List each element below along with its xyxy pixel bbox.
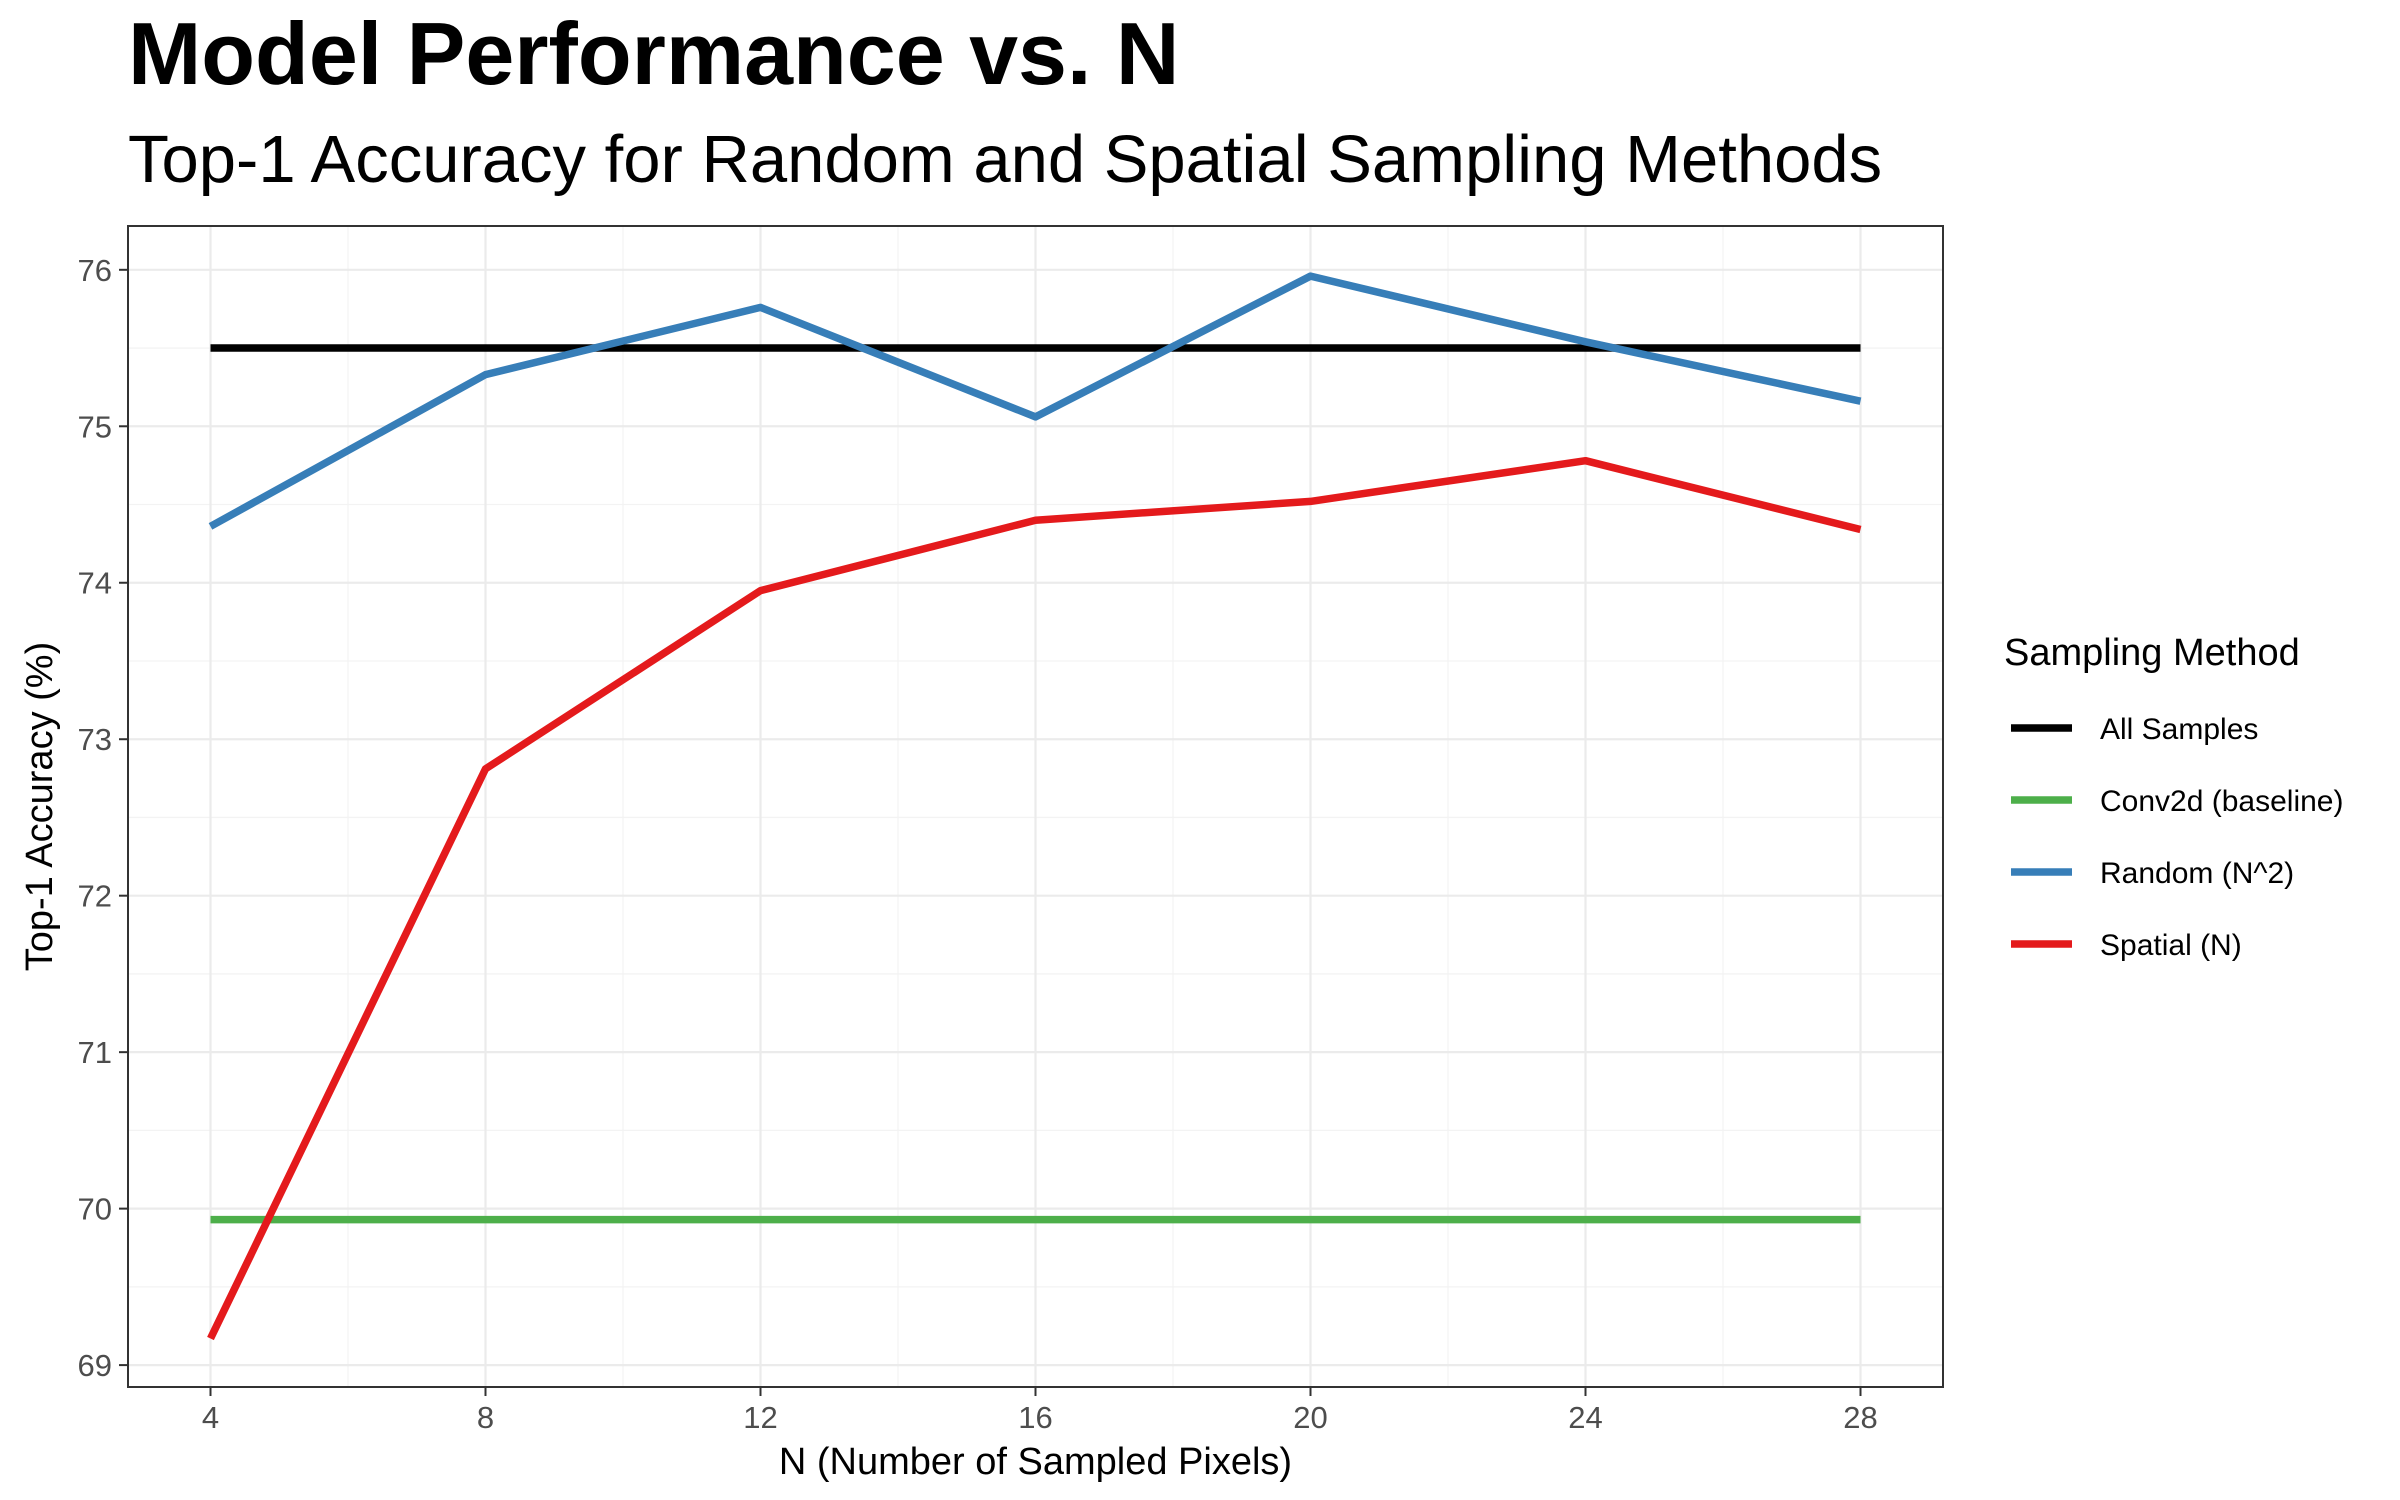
x-tick-label: 16	[1018, 1400, 1052, 1435]
series-line-random-n-2	[208, 272, 1862, 530]
y-tick-label: 69	[78, 1348, 112, 1383]
x-tick-label: 24	[1568, 1400, 1602, 1435]
y-tick-label: 73	[78, 722, 112, 757]
series-lines	[207, 272, 1862, 1341]
x-tick-label: 4	[202, 1400, 219, 1435]
legend-item-all-samples: All Samples	[2011, 713, 2258, 746]
legend-item-random-n-2: Random (N^2)	[2011, 857, 2294, 890]
x-tick-label: 12	[743, 1400, 777, 1435]
y-tick-label: 72	[78, 879, 112, 914]
legend-title: Sampling Method	[2004, 632, 2300, 674]
chart-subtitle: Top-1 Accuracy for Random and Spatial Sa…	[128, 122, 1882, 197]
major-gridlines	[128, 226, 1943, 1387]
y-tick-label: 74	[78, 566, 112, 601]
x-tick-label: 28	[1843, 1400, 1877, 1435]
x-tick-label: 20	[1293, 1400, 1327, 1435]
y-axis: 69 70 71 72 73 74 75 76	[78, 253, 128, 1383]
legend-label: Spatial (N)	[2100, 929, 2242, 962]
y-axis-title: Top-1 Accuracy (%)	[19, 642, 61, 971]
series-line-spatial-n	[207, 456, 1862, 1341]
legend-item-spatial-n: Spatial (N)	[2011, 929, 2242, 962]
legend: Sampling Method All Samples Conv2d (basel…	[2004, 632, 2343, 962]
y-tick-label: 70	[78, 1192, 112, 1227]
legend-label: Random (N^2)	[2100, 857, 2294, 890]
y-tick-label: 76	[78, 253, 112, 288]
x-axis: 4 8 12 16 20 24 28	[202, 1387, 1878, 1435]
legend-item-conv2d-baseline: Conv2d (baseline)	[2011, 785, 2343, 818]
legend-label: All Samples	[2100, 713, 2258, 746]
x-tick-label: 8	[477, 1400, 494, 1435]
x-axis-title: N (Number of Sampled Pixels)	[779, 1441, 1292, 1483]
legend-label: Conv2d (baseline)	[2100, 785, 2343, 818]
chart-title: Model Performance vs. N	[128, 4, 1179, 103]
y-tick-label: 75	[78, 409, 112, 444]
y-tick-label: 71	[78, 1035, 112, 1070]
